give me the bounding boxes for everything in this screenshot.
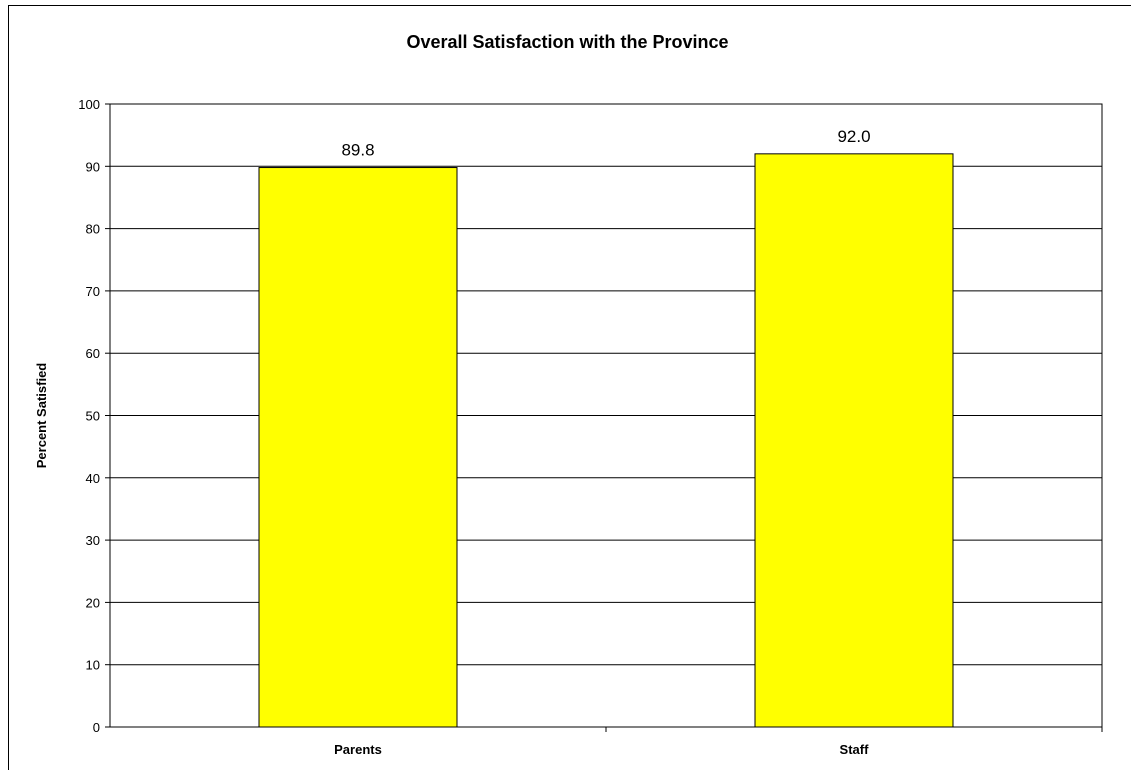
y-tick-label: 50 — [86, 409, 100, 424]
axes: 0 10 20 30 40 50 60 70 80 90 100 Parents Staff — [78, 97, 1103, 757]
y-tick-label: 10 — [86, 658, 100, 673]
bars: 89.8 92.0 — [258, 127, 954, 728]
chart-frame — [8, 5, 1131, 770]
y-tick-label: 60 — [86, 346, 100, 361]
x-tick-label: Staff — [840, 742, 870, 757]
y-tick-label: 0 — [93, 720, 100, 735]
bar-staff — [754, 153, 954, 728]
y-tick-label: 20 — [86, 595, 100, 610]
chart-title: Overall Satisfaction with the Province — [406, 32, 729, 52]
data-label: 89.8 — [341, 141, 374, 160]
y-tick-label: 30 — [86, 533, 100, 548]
y-tick-label: 40 — [86, 471, 100, 486]
x-tick-label: Parents — [334, 742, 382, 757]
y-axis-title: Percent Satisfied — [34, 363, 49, 469]
y-tick-label: 80 — [86, 222, 100, 237]
y-tick-label: 100 — [78, 97, 100, 112]
data-label: 92.0 — [837, 127, 870, 146]
y-tick-label: 90 — [86, 159, 100, 174]
bar-parents — [258, 167, 458, 728]
y-tick-label: 70 — [86, 284, 100, 299]
